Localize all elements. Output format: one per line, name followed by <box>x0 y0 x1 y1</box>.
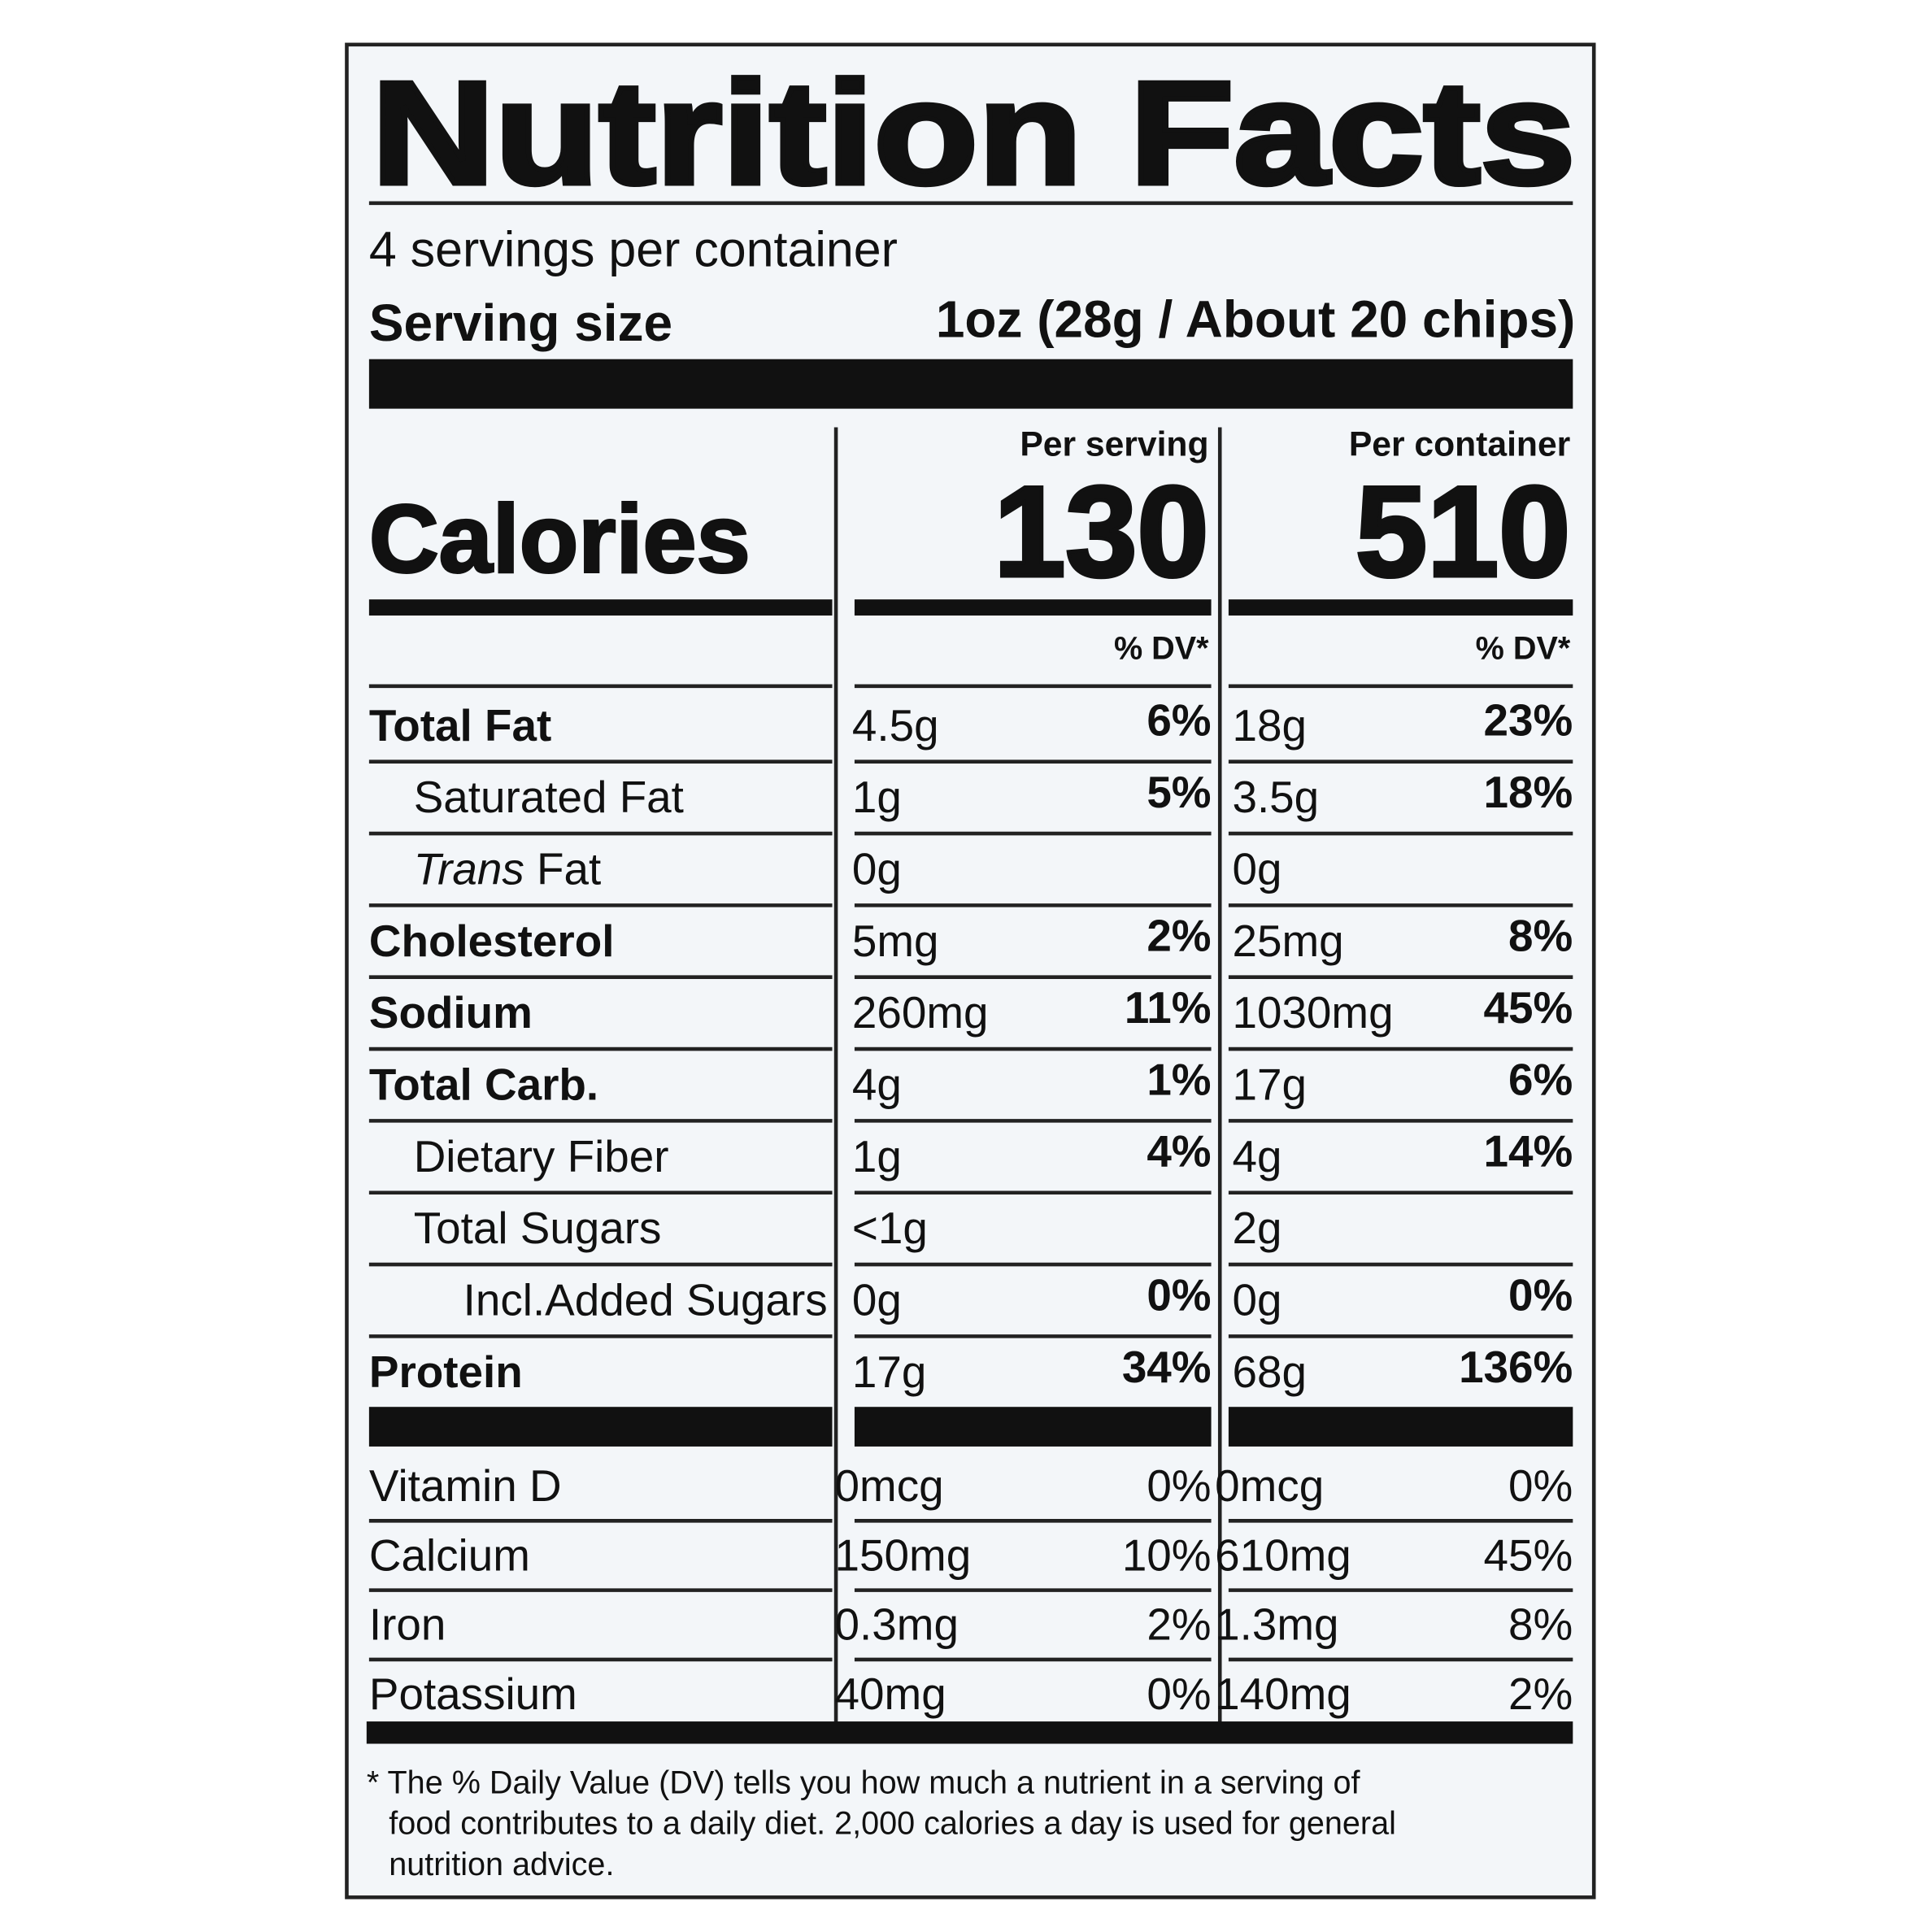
daily-value: 45% <box>1484 1530 1573 1580</box>
daily-value: 0% <box>1508 1269 1573 1320</box>
serving-size: 1oz (28g / About 20 chips) <box>936 289 1576 348</box>
amount: 4g <box>1232 1131 1281 1181</box>
amount: 3.5g <box>1232 772 1319 822</box>
amount: 0g <box>852 1275 902 1325</box>
amount: 0mcg <box>1215 1460 1324 1511</box>
nutrient-name: Total Carb. <box>369 1059 598 1109</box>
daily-value: 0% <box>1147 1269 1211 1320</box>
vitamin-name: Potassium <box>369 1669 577 1719</box>
daily-value: 34% <box>1122 1342 1212 1392</box>
amount: 18g <box>1232 700 1306 751</box>
daily-value: 45% <box>1484 982 1573 1033</box>
amount: 150mg <box>835 1530 972 1580</box>
thick-bar <box>1228 599 1573 616</box>
amount: 2g <box>1232 1203 1281 1253</box>
daily-value: 2% <box>1147 911 1211 961</box>
amount: 0.3mg <box>835 1599 959 1650</box>
vitamin-name: Vitamin D <box>369 1460 562 1511</box>
amount: 17g <box>1232 1059 1306 1109</box>
daily-value: 0% <box>1147 1669 1211 1719</box>
daily-value: 2% <box>1147 1599 1211 1650</box>
footnote: * The % Daily Value (DV) tells you how m… <box>367 1764 1361 1800</box>
daily-value: 6% <box>1508 1054 1573 1104</box>
amount: 4.5g <box>852 700 939 751</box>
amount: <1g <box>852 1203 928 1253</box>
thick-bar <box>854 599 1212 616</box>
amount: 0g <box>1232 843 1281 894</box>
vitamin-name: Calcium <box>369 1530 530 1580</box>
amount: 1g <box>852 772 902 822</box>
daily-value: 0% <box>1508 1460 1573 1511</box>
amount: 1030mg <box>1232 987 1393 1038</box>
dv-header: % DV* <box>1476 630 1571 666</box>
amount: 5mg <box>852 916 939 966</box>
daily-value: 8% <box>1508 1599 1573 1650</box>
amount: 1.3mg <box>1215 1599 1338 1650</box>
nutrient-name-italic: Trans <box>414 843 524 894</box>
amount: 0mcg <box>835 1460 944 1511</box>
thick-bar <box>368 359 1573 409</box>
thick-bar <box>366 1721 1573 1744</box>
nutrient-name: Sodium <box>369 987 533 1038</box>
nutrient-name: Saturated Fat <box>414 772 684 822</box>
nutrient-name: Dietary Fiber <box>414 1131 669 1181</box>
nutrient-name-rest: Fat <box>537 843 601 894</box>
amount: 0g <box>852 843 902 894</box>
thick-bar <box>368 599 833 616</box>
daily-value: 4% <box>1147 1126 1211 1177</box>
daily-value: 6% <box>1147 695 1211 746</box>
column-header: Per container <box>1349 424 1570 463</box>
thick-bar <box>1228 1407 1573 1447</box>
amount: 17g <box>852 1347 926 1397</box>
calories-value: 130 <box>994 459 1208 603</box>
daily-value: 18% <box>1484 767 1573 817</box>
amount: 140mg <box>1215 1669 1351 1719</box>
amount: 610mg <box>1215 1530 1351 1580</box>
footnote: food contributes to a daily diet. 2,000 … <box>389 1806 1396 1842</box>
rows: Per serving Per container Calories 130 510 % … <box>367 424 1573 1882</box>
amount: 68g <box>1232 1347 1306 1397</box>
dv-header: % DV* <box>1114 630 1209 666</box>
daily-value: 10% <box>1122 1530 1212 1580</box>
amount: 1g <box>852 1131 902 1181</box>
daily-value: 23% <box>1484 695 1573 746</box>
amount: 40mg <box>835 1669 946 1719</box>
daily-value: 14% <box>1484 1126 1573 1177</box>
daily-value: 11% <box>1125 982 1212 1033</box>
daily-value: 1% <box>1147 1054 1211 1104</box>
nutrient-name: Cholesterol <box>369 916 615 966</box>
serving-size-label: Serving size <box>369 294 672 352</box>
footnote: nutrition advice. <box>389 1847 614 1882</box>
nutrient-name: Total Fat <box>369 700 551 751</box>
servings: 4 servings per container <box>369 221 898 276</box>
vitamin-name: Iron <box>369 1599 446 1650</box>
amount: 260mg <box>852 987 989 1038</box>
nutrient-name: Incl.Added Sugars <box>463 1275 828 1325</box>
daily-value: 5% <box>1147 767 1211 817</box>
nutrient-name: Total Sugars <box>414 1203 662 1253</box>
daily-value: 2% <box>1508 1669 1573 1719</box>
amount: 4g <box>852 1059 902 1109</box>
column-header: Per serving <box>1020 424 1208 463</box>
title: Nutrition Facts <box>372 51 1575 215</box>
nutrient-name: Trans Fat <box>414 843 602 894</box>
daily-value: 136% <box>1459 1342 1573 1392</box>
daily-value: 0% <box>1147 1460 1211 1511</box>
thick-bar <box>854 1407 1212 1447</box>
daily-value: 8% <box>1508 911 1573 961</box>
calories-value: 510 <box>1355 459 1570 603</box>
nutrient-name: Protein <box>369 1347 523 1397</box>
calories-label: Calories <box>369 485 751 594</box>
amount: 0g <box>1232 1275 1281 1325</box>
amount: 25mg <box>1232 916 1343 966</box>
thick-bar <box>368 1407 833 1447</box>
